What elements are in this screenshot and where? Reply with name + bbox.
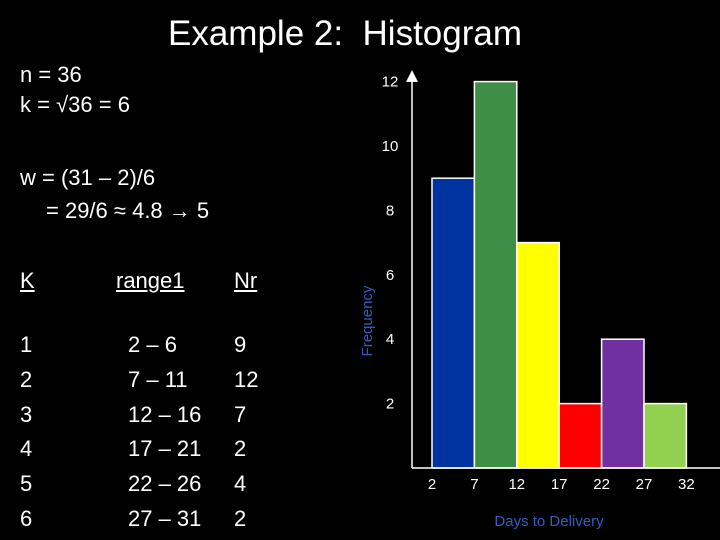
histogram-bar <box>558 402 603 469</box>
x-tick-label: 17 <box>551 476 568 493</box>
table-cell-range: 17 – 21 <box>128 436 202 462</box>
y-tick-label: 6 <box>386 267 394 284</box>
y-tick-label: 12 <box>382 74 399 91</box>
table-cell-nr: 7 <box>234 401 247 427</box>
table-cell-k: 5 <box>20 471 33 497</box>
y-axis-arrow-icon <box>406 70 418 82</box>
table-col-k: K 1 2 3 4 5 6 <box>20 262 35 537</box>
table-col-nr: Nr 9 12 7 2 4 2 <box>234 262 258 537</box>
histogram-bar <box>600 338 645 469</box>
x-axis-label: Days to Delivery <box>494 513 604 530</box>
x-tick-label: 32 <box>678 476 695 493</box>
histogram-bar <box>643 402 688 469</box>
x-tick-label: 7 <box>470 476 478 493</box>
table-cell-k: 2 <box>20 366 33 392</box>
stat-k: k = √36 = 6 <box>20 92 130 117</box>
y-axis-label: Frequency <box>359 285 376 356</box>
y-tick-label: 8 <box>386 202 394 219</box>
table-col-range: range1 2 – 6 7 – 11 12 – 16 17 – 21 22 –… <box>116 262 201 537</box>
y-tick-label: 10 <box>382 138 399 155</box>
table-cell-k: 6 <box>20 505 33 531</box>
table-cell-k: 4 <box>20 436 33 462</box>
x-tick-label: 27 <box>636 476 653 493</box>
y-tick-label: 4 <box>386 331 394 348</box>
table-header-k: K <box>20 268 35 293</box>
table-cell-range: 22 – 26 <box>128 471 202 497</box>
table-header-nr: Nr <box>234 268 258 293</box>
histogram-bar <box>516 241 560 469</box>
table-cell-nr: 9 <box>234 332 247 357</box>
page-title: Example 2: Histogram <box>168 14 523 53</box>
table-cell-nr: 4 <box>234 471 247 497</box>
table-header-range: range1 <box>116 268 185 293</box>
histogram-bar <box>431 177 476 469</box>
table-cell-range: 27 – 31 <box>128 505 202 531</box>
x-tick-label: 12 <box>508 476 525 493</box>
table-cell-nr: 2 <box>234 505 247 531</box>
stat-w-formula: w = (31 – 2)/6 <box>20 165 156 190</box>
table-cell-k: 3 <box>20 401 33 427</box>
stat-w-result: = 29/6 ≈ 4.8 → 5 <box>46 198 210 223</box>
table-cell-nr: 12 <box>234 366 259 392</box>
table-cell-k: 1 <box>20 332 33 357</box>
table-cell-nr: 2 <box>234 436 247 462</box>
stat-n: n = 36 <box>20 62 82 87</box>
table-cell-range: 2 – 6 <box>128 332 177 357</box>
y-tick-label: 2 <box>386 396 394 413</box>
table-cell-range: 7 – 11 <box>128 366 188 392</box>
histogram-bar <box>473 80 518 469</box>
x-tick-label: 22 <box>593 476 610 493</box>
table-cell-range: 12 – 16 <box>128 401 202 427</box>
x-tick-label: 2 <box>428 476 436 493</box>
